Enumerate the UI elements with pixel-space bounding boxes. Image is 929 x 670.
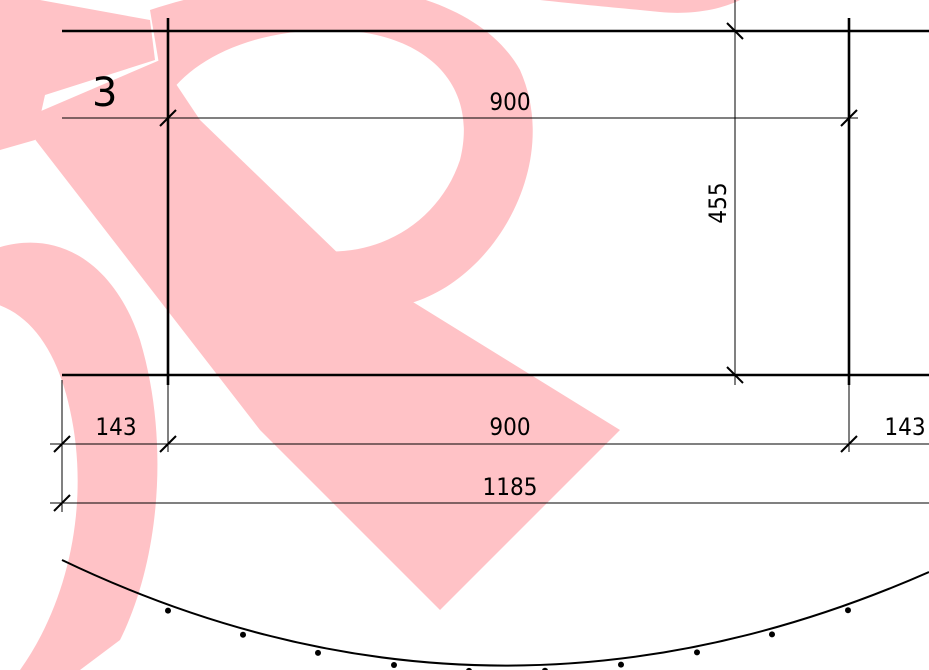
watermark-logo [0,0,740,670]
arc-dot [694,649,700,656]
dim-left-offset: 143 [95,413,136,441]
dim-top-width: 900 [489,88,530,116]
dim-bottom-width: 900 [489,413,530,441]
view-label: 3 [92,70,117,116]
arc-dot [391,661,397,668]
outline-lines [62,18,929,385]
dimension-ticks [53,22,858,512]
arc-dot [315,649,321,656]
arc-dot [769,631,775,638]
arc-dots [165,607,851,670]
dimension-lines [50,0,929,512]
arc-dot [165,607,171,614]
dim-overall-width: 1185 [483,473,538,501]
dim-height: 455 [704,182,732,223]
arc-dot [240,631,246,638]
dim-right-offset: 143 [884,413,925,441]
arc-dot [618,661,624,668]
bottom-arc [61,559,929,670]
arc-dot [466,667,472,670]
arc-dot [542,667,548,670]
arc-dot [845,607,851,614]
